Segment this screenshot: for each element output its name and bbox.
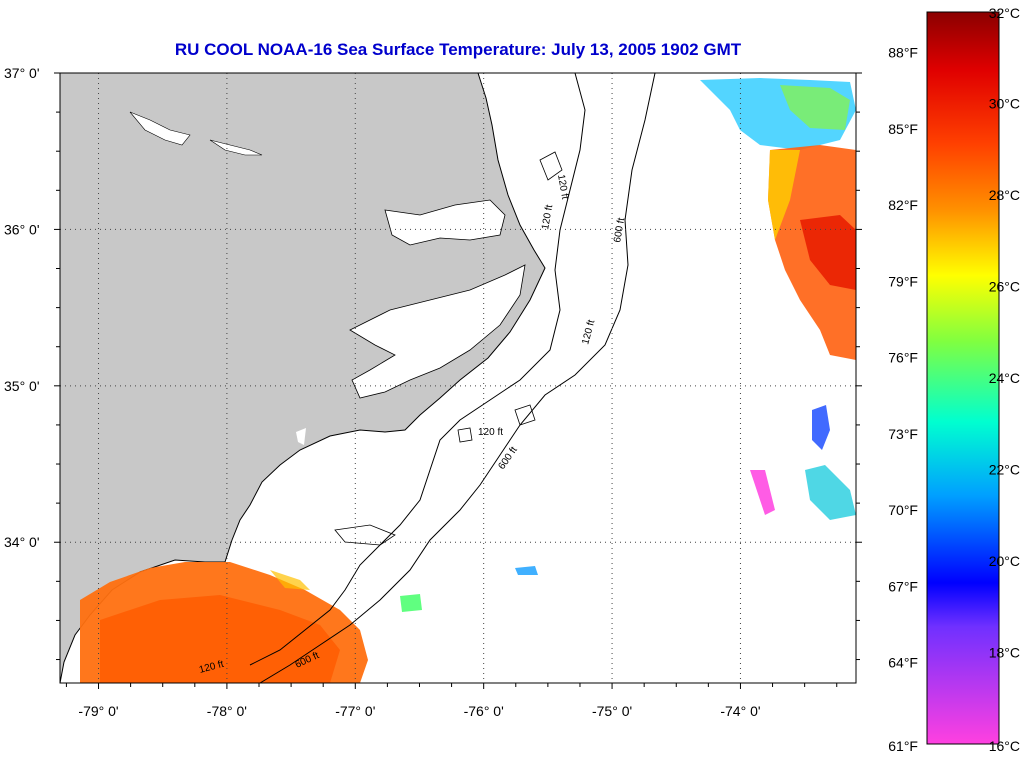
- sst-patch-east-cyan: [805, 465, 856, 520]
- colorbar-celsius-label: 16°C: [989, 738, 1020, 754]
- colorbar-fahrenheit-label: 85°F: [888, 121, 918, 137]
- sst-patch-magenta: [750, 470, 775, 515]
- colorbar-celsius-label: 22°C: [989, 462, 1020, 478]
- lon-tick-label: -79° 0': [78, 703, 118, 719]
- colorbar-celsius-label: 18°C: [989, 645, 1020, 661]
- lon-tick-label: -78° 0': [207, 703, 247, 719]
- colorbar-celsius-label: 20°C: [989, 553, 1020, 569]
- sst-patch-gulfstream-core: [800, 215, 856, 290]
- colorbar-fahrenheit-label: 88°F: [888, 45, 918, 61]
- lon-tick-label: -74° 0': [720, 703, 760, 719]
- colorbar-celsius-label: 24°C: [989, 370, 1020, 386]
- sst-patch-small-2: [400, 594, 422, 612]
- lat-tick-label: 35° 0': [4, 378, 40, 394]
- lat-tick-label: 34° 0': [4, 534, 40, 550]
- colorbar-fahrenheit-label: 61°F: [888, 738, 918, 754]
- lon-tick-label: -77° 0': [335, 703, 375, 719]
- neuse-river: [129, 111, 191, 146]
- colorbar-fahrenheit-label: 67°F: [888, 578, 918, 594]
- longitude-ticks: -79° 0' -78° 0' -77° 0' -76° 0' -75° 0' -74° …: [65, 683, 838, 719]
- contour-600ft: [259, 73, 656, 683]
- lat-tick-label: 36° 0': [4, 221, 40, 237]
- contour-shoal-4: [334, 524, 396, 546]
- contour-label: 600 ft: [612, 217, 627, 244]
- contour-label: 120 ft: [478, 427, 503, 438]
- contour-shoal-2: [457, 427, 473, 443]
- colorbar-celsius-label: 30°C: [989, 96, 1020, 112]
- colorbar-celsius-labels: 32°C 30°C 28°C 26°C 24°C 22°C 20°C 18°C 16°C: [989, 5, 1020, 754]
- contour-120ft: [249, 73, 586, 666]
- sst-patch-southwest-edge: [270, 570, 310, 590]
- contour-label: 120 ft: [540, 204, 555, 231]
- lon-tick-label: -75° 0': [592, 703, 632, 719]
- colorbar-fahrenheit-label: 64°F: [888, 655, 918, 671]
- colorbar-fahrenheit-labels: 88°F 85°F 82°F 79°F 76°F 73°F 70°F 67°F 64°F 61°F: [888, 45, 918, 754]
- albemarle-sound: [384, 199, 506, 246]
- lat-tick-label: 37° 0': [4, 65, 40, 81]
- latitude-ticks: 37° 0' 36° 0' 35° 0' 34° 0': [4, 65, 862, 661]
- map-title: RU COOL NOAA-16 Sea Surface Temperature:…: [174, 40, 742, 59]
- contour-shoal-3: [514, 404, 536, 426]
- sst-patch-gulfstream-yellow: [768, 150, 800, 240]
- sst-patch-northeast-green: [780, 85, 850, 130]
- sst-patch-small-1: [515, 566, 538, 575]
- map-frame: [59, 72, 857, 684]
- colorbar-celsius-label: 32°C: [989, 5, 1020, 21]
- pamlico-sound: [349, 264, 526, 399]
- colorbar: [926, 11, 1000, 745]
- colorbar-fahrenheit-label: 82°F: [888, 197, 918, 213]
- colorbar-celsius-label: 26°C: [989, 279, 1020, 295]
- colorbar-fahrenheit-label: 79°F: [888, 273, 918, 289]
- inlet-small: [296, 428, 306, 445]
- lon-tick-label: -76° 0': [464, 703, 504, 719]
- sst-patch-blue-east: [812, 405, 830, 450]
- graticule: [60, 72, 856, 683]
- contour-shoal-1: [539, 151, 563, 181]
- colorbar-fahrenheit-label: 70°F: [888, 502, 918, 518]
- colorbar-celsius-label: 28°C: [989, 187, 1020, 203]
- colorbar-fahrenheit-label: 73°F: [888, 426, 918, 442]
- river-inlet: [209, 139, 263, 156]
- colorbar-fahrenheit-label: 76°F: [888, 350, 918, 366]
- contour-label: 120 ft: [555, 174, 570, 201]
- sst-patch-southwest-inner: [100, 595, 340, 683]
